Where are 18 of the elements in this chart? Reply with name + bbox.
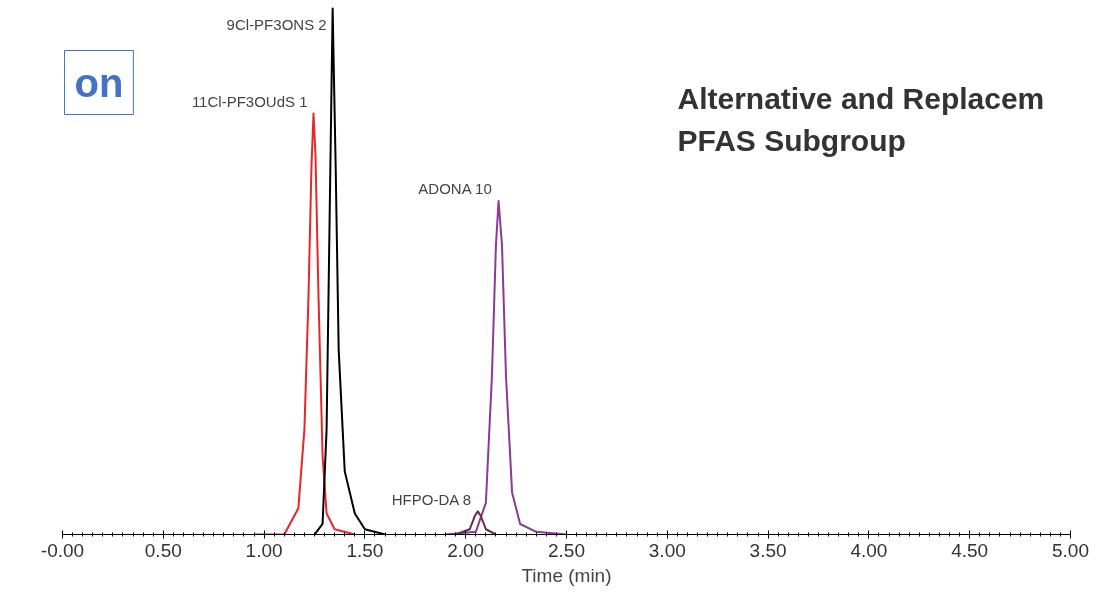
x-tick-label: 1.50 — [346, 539, 384, 561]
annotation: 9Cl-PF3ONS 2 — [226, 15, 327, 33]
annotation: ADONA 10 — [418, 180, 492, 198]
x-tick-label: 2.50 — [548, 539, 585, 561]
x-tick-label: 3.00 — [648, 539, 686, 561]
annotation: HFPO-DA 8 — [391, 490, 471, 508]
annotation: on — [74, 60, 124, 105]
x-tick-label: 5.00 — [1052, 539, 1089, 561]
x-tick-label: 0.50 — [144, 539, 182, 561]
annotation: 11Cl-PF3OUdS 1 — [191, 93, 308, 111]
x-tick-label: 4.50 — [951, 539, 989, 561]
text: Alternative and Replacem PFAS Subgroup — [677, 81, 1045, 157]
x-axis-title: Time (min) — [521, 564, 612, 586]
x-tick-label: 1.00 — [245, 539, 283, 561]
x-tick-label: 4.00 — [850, 539, 888, 561]
x-tick-label: -0.00 — [40, 539, 85, 561]
x-tick-label: 3.50 — [749, 539, 787, 561]
x-tick-label: 2.00 — [447, 539, 485, 561]
